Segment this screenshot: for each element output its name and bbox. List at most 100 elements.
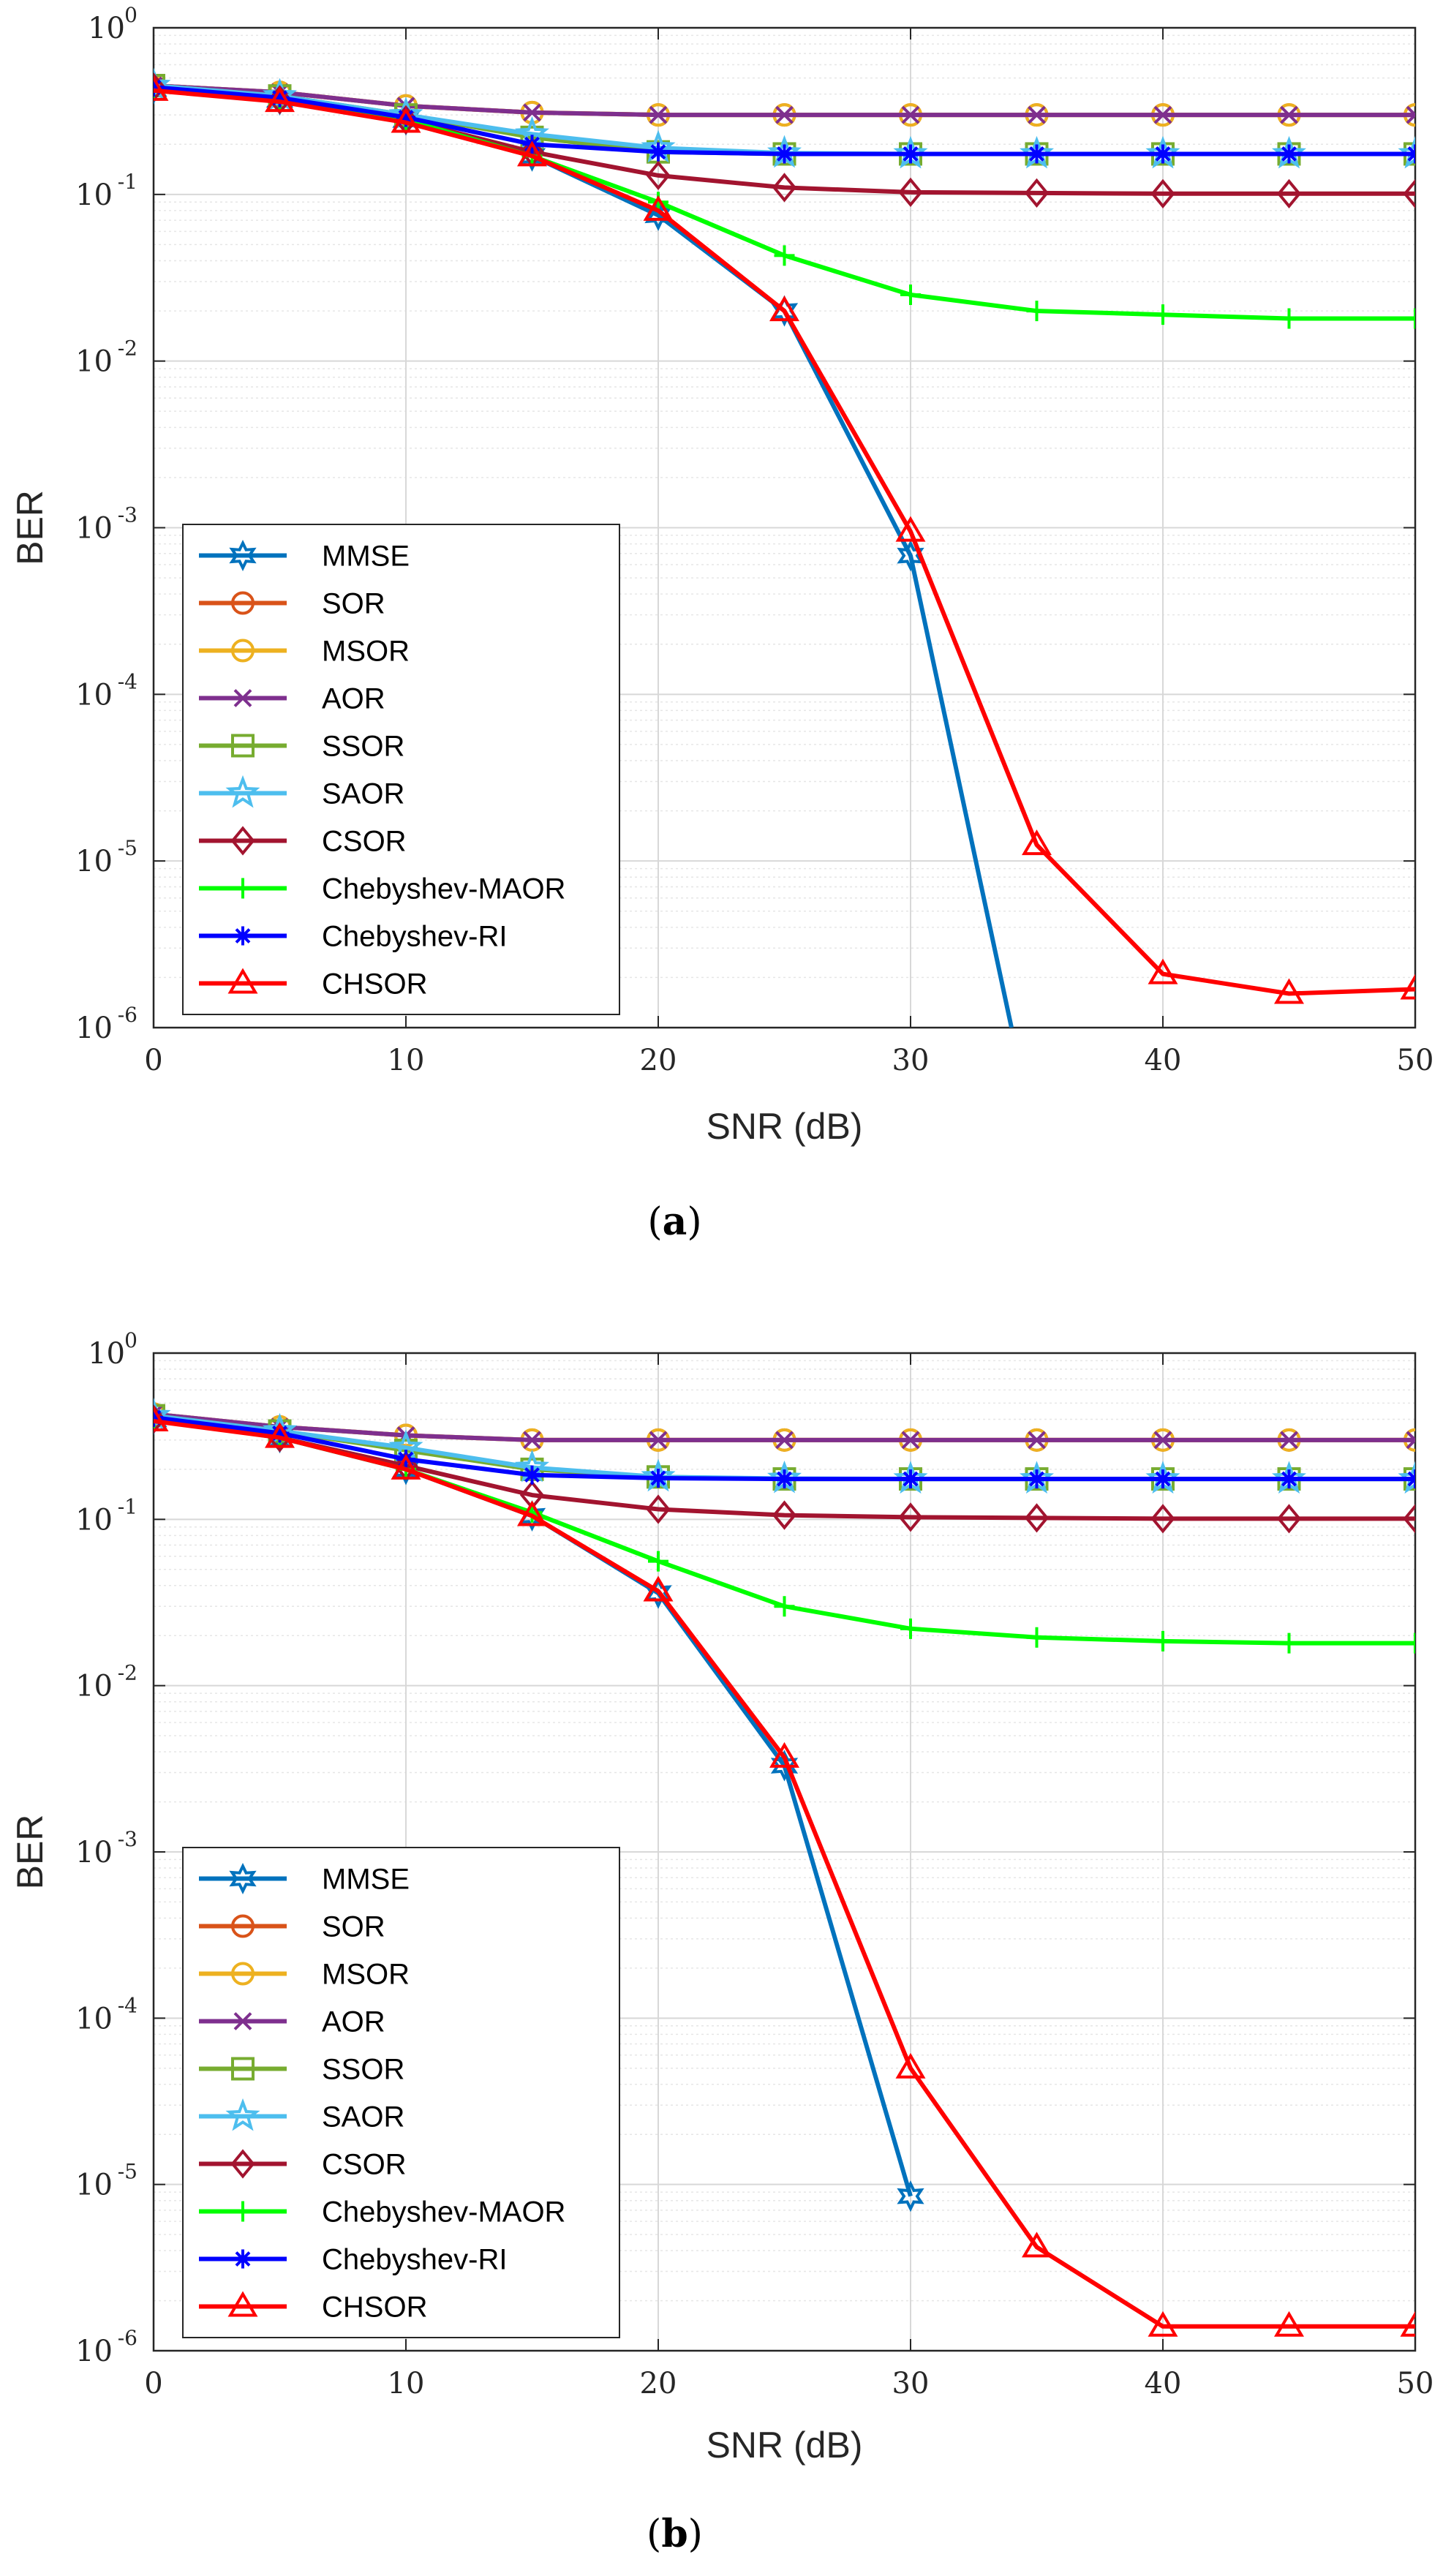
data-point	[391, 1453, 421, 1480]
y-tick-base: 10	[75, 1503, 113, 1537]
data-point	[775, 105, 794, 124]
legend-label: MSOR	[322, 636, 410, 668]
data-point	[523, 103, 541, 122]
y-tick-exponent: 0	[124, 1328, 137, 1352]
legend-label: SAOR	[322, 2101, 404, 2134]
data-point	[775, 144, 794, 164]
data-point	[1024, 178, 1050, 208]
data-point	[774, 245, 795, 266]
y-tick-exponent: -1	[118, 170, 137, 194]
legend-label: SOR	[322, 1911, 385, 1943]
legend-marker	[230, 826, 255, 856]
legend-box	[182, 1847, 620, 2338]
legend-item: Chebyshev-RI	[199, 2244, 507, 2276]
data-point	[1276, 178, 1302, 208]
legend-item: Chebyshev-MAOR	[199, 2196, 565, 2229]
plot-area	[154, 67, 1415, 1028]
series-line	[154, 86, 1415, 321]
data-point	[898, 1502, 923, 1532]
legend-label: MMSE	[322, 541, 410, 573]
series-line	[154, 1412, 1415, 1442]
legend-item: MMSE	[199, 1862, 410, 1896]
data-point	[897, 540, 924, 572]
data-point	[1027, 1469, 1047, 1489]
data-point	[1405, 1632, 1415, 1654]
y-tick-base: 10	[75, 1836, 113, 1869]
data-point	[522, 1465, 542, 1485]
y-tick-base: 10	[75, 1012, 113, 1045]
series-aor	[154, 76, 1415, 124]
legend-item: SAOR	[199, 775, 404, 810]
legend-label: MMSE	[322, 1864, 410, 1896]
data-point	[898, 177, 923, 208]
legend-item: Chebyshev-MAOR	[199, 873, 565, 905]
data-point	[769, 1741, 799, 1768]
series-line	[154, 1419, 1415, 2329]
data-point	[1027, 144, 1047, 164]
legend-marker	[233, 2249, 252, 2269]
series-chebyshev-ri	[154, 78, 1415, 164]
y-tick-label: -210	[75, 336, 137, 379]
y-tick-label: -310	[75, 1827, 137, 1869]
data-point	[1153, 144, 1172, 164]
legend-marker	[231, 1914, 255, 1938]
y-axis-label: BER	[10, 1815, 50, 1890]
data-point	[1278, 308, 1300, 329]
data-point	[1150, 1504, 1175, 1534]
series-line	[154, 1412, 1415, 1442]
legend: MMSE SOR MSOR AOR SSOR SAOR CSOR Chebyshev-MAOR…	[182, 524, 620, 1015]
legend-marker	[225, 2098, 260, 2131]
legend-marker	[233, 878, 253, 899]
data-point	[775, 1431, 794, 1450]
data-point	[646, 160, 671, 191]
data-point	[517, 140, 547, 167]
legend-marker	[229, 1862, 257, 1895]
chart-a: 0 10 20 30 40 50-610-510-410-310-210-110010SN…	[10, 3, 1433, 1244]
y-tick-label: 010	[88, 3, 137, 45]
data-point	[1278, 1632, 1300, 1654]
panel-caption: (a)	[647, 1200, 701, 1244]
data-point	[1150, 178, 1175, 208]
data-point	[1400, 2311, 1415, 2337]
legend-marker	[225, 775, 260, 808]
data-point	[1153, 1630, 1173, 1652]
legend-marker	[227, 968, 258, 994]
chart-b: 0 10 20 30 40 50-610-510-410-310-210-110010SN…	[10, 1328, 1433, 2556]
legend-label: SAOR	[322, 778, 404, 810]
y-tick-exponent: -5	[118, 2160, 137, 2184]
data-point	[270, 1423, 290, 1443]
x-tick-label: 40	[1145, 1044, 1182, 1077]
y-tick-exponent: -2	[118, 336, 137, 361]
y-tick-label: -610	[75, 2326, 137, 2368]
legend-label: SSOR	[322, 2054, 404, 2086]
data-point	[154, 67, 171, 101]
data-point	[901, 105, 920, 124]
legend-item: CSOR	[199, 2149, 407, 2181]
legend-marker	[231, 591, 255, 615]
series-chsor	[154, 1406, 1415, 2337]
y-tick-base: 10	[75, 345, 113, 379]
data-point	[1403, 178, 1415, 208]
y-tick-exponent: -3	[118, 1827, 137, 1851]
data-point	[901, 1469, 920, 1489]
data-point	[391, 107, 421, 133]
data-point	[1148, 2311, 1178, 2337]
data-point	[1148, 958, 1178, 984]
data-point	[649, 1431, 668, 1450]
data-point	[648, 1551, 668, 1572]
y-tick-exponent: -1	[118, 1494, 137, 1518]
data-point	[646, 1494, 671, 1524]
data-point	[769, 295, 799, 322]
data-point	[1280, 105, 1298, 124]
legend-marker	[233, 689, 252, 707]
legend-item: CHSOR	[199, 968, 427, 1001]
data-point	[649, 1468, 668, 1488]
y-tick-base: 10	[75, 678, 113, 712]
data-point	[901, 1431, 920, 1450]
legend-item: MMSE	[199, 539, 410, 573]
data-point	[1153, 1469, 1172, 1489]
data-point	[1153, 105, 1172, 124]
y-tick-base: 10	[75, 2169, 113, 2202]
x-tick-label: 0	[144, 1044, 162, 1077]
y-tick-base: 10	[75, 2002, 113, 2035]
